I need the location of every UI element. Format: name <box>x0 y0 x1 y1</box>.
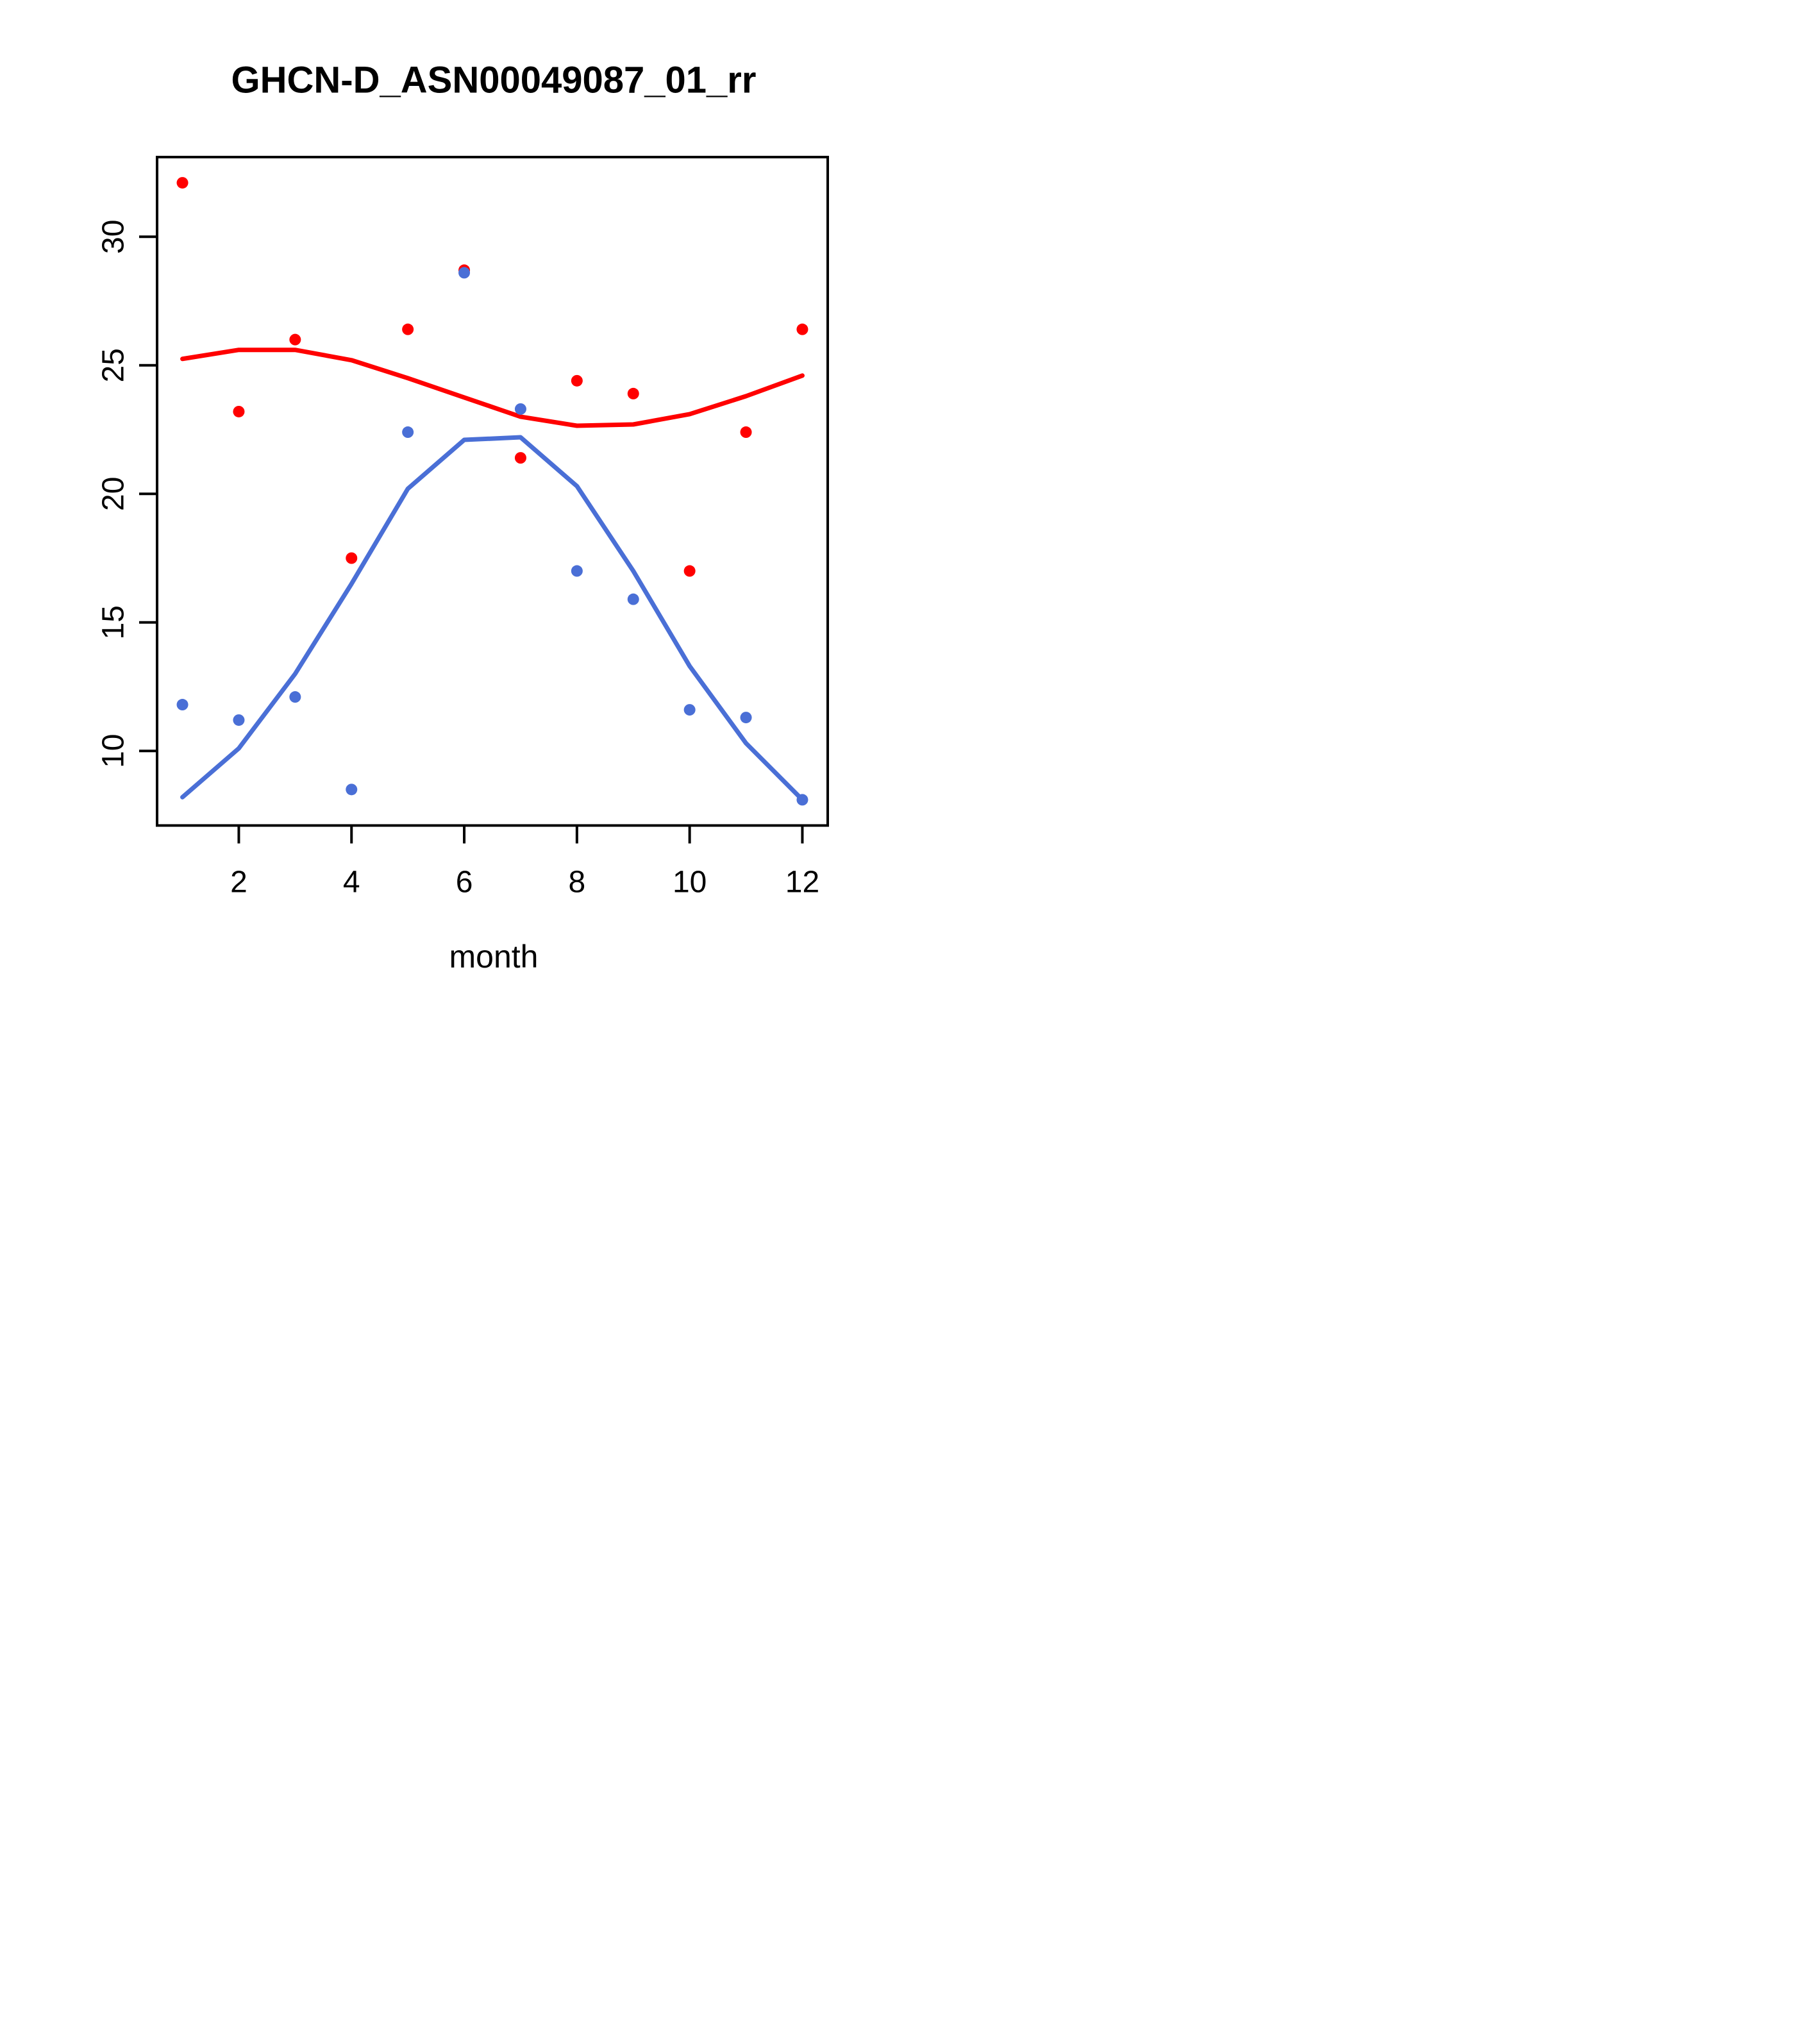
red-points-dot <box>402 323 414 335</box>
red-points-dot <box>176 177 188 189</box>
blue-points-dot <box>740 712 752 724</box>
blue-points-dot <box>402 426 414 439</box>
red-points-dot <box>233 405 245 417</box>
x-tick-label: 2 <box>230 866 247 900</box>
plot-layer: 2 4 6 8 10 12 10 15 20 25 30 <box>97 156 829 900</box>
blue-points-dot <box>458 267 471 279</box>
red-points-dot <box>740 426 752 439</box>
x-tick-label: 6 <box>456 866 473 900</box>
y-tick-label: 10 <box>97 734 131 768</box>
y-tick-label: 25 <box>97 348 131 382</box>
blue-points-dot <box>233 714 245 726</box>
red-points-dot <box>683 565 696 577</box>
blue-points-dot <box>176 699 188 711</box>
chart-title: GHCN-D_ASN00049087_01_rr <box>231 60 757 101</box>
blue-loess-line <box>180 435 805 802</box>
blue-points-dot <box>571 565 583 577</box>
y-tick-label: 15 <box>97 605 131 639</box>
plot-page: GHCN-D_ASN00049087_01_rr 2 4 6 8 10 12 10 15 20 2… <box>0 0 908 1022</box>
x-tick-label: 4 <box>343 866 360 900</box>
blue-points-dot <box>514 403 526 415</box>
blue-points-dot <box>683 704 696 716</box>
blue-points-dot <box>289 691 301 703</box>
plot-box <box>156 156 829 827</box>
red-points-dot <box>796 323 808 335</box>
red-points-dot <box>514 452 526 464</box>
blue-points-dot <box>796 794 808 806</box>
y-tick-label: 30 <box>97 220 131 254</box>
blue-points-dot <box>346 783 358 796</box>
x-tick-label: 12 <box>785 866 819 900</box>
y-tick-label: 20 <box>97 477 131 511</box>
red-loess-line <box>180 348 805 428</box>
x-tick-label: 8 <box>568 866 585 900</box>
red-points-dot <box>289 333 301 346</box>
x-axis-title: month <box>449 939 539 975</box>
red-points-dot <box>346 552 358 564</box>
red-points-dot <box>627 387 639 399</box>
chart-canvas: GHCN-D_ASN00049087_01_rr 2 4 6 8 10 121015202… <box>97 60 829 975</box>
red-points-dot <box>571 374 583 387</box>
x-tick-label: 10 <box>673 866 707 900</box>
blue-points-dot <box>627 593 639 605</box>
